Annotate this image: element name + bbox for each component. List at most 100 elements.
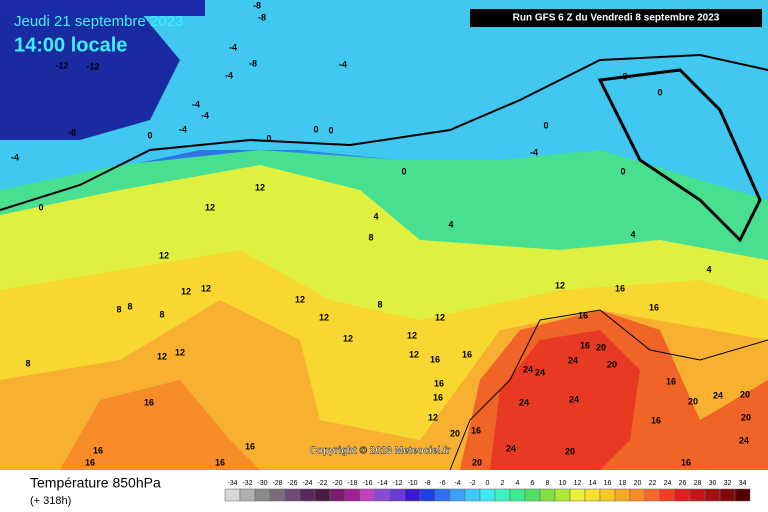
contour-label: 12 bbox=[181, 286, 191, 296]
scale-swatch bbox=[269, 488, 286, 502]
scale-swatch bbox=[494, 488, 511, 502]
scale-swatch bbox=[554, 488, 571, 502]
scale-swatch bbox=[314, 488, 331, 502]
contour-label: 24 bbox=[713, 390, 723, 400]
run-info: Run GFS 6 Z du Vendredi 8 septembre 2023 bbox=[513, 13, 720, 24]
scale-label: 6 bbox=[531, 480, 535, 487]
contour-label: -4 bbox=[179, 124, 187, 134]
scale-swatch bbox=[569, 488, 586, 502]
scale-label: -14 bbox=[377, 480, 387, 487]
contour-label: 12 bbox=[555, 280, 565, 290]
scale-label: -30 bbox=[257, 480, 267, 487]
contour-label: 12 bbox=[435, 312, 445, 322]
scale-swatch bbox=[719, 488, 736, 502]
contour-label: 16 bbox=[651, 415, 661, 425]
contour-label: 0 bbox=[657, 87, 662, 97]
contour-label: 16 bbox=[245, 441, 255, 451]
scale-label: -10 bbox=[407, 480, 417, 487]
contour-label: 20 bbox=[596, 342, 606, 352]
scale-swatch bbox=[464, 488, 481, 502]
scale-label: -34 bbox=[227, 480, 237, 487]
contour-label: -4 bbox=[339, 59, 347, 69]
scale-swatch bbox=[704, 488, 721, 502]
contour-label: 24 bbox=[739, 435, 749, 445]
contour-label: -4 bbox=[192, 99, 200, 109]
contour-label: -8 bbox=[68, 127, 76, 137]
contour-label: 20 bbox=[688, 396, 698, 406]
contour-label: 8 bbox=[377, 299, 382, 309]
contour-label: 12 bbox=[343, 333, 353, 343]
contour-label: 0 bbox=[38, 202, 43, 212]
scale-swatch bbox=[734, 488, 751, 502]
contour-label: 24 bbox=[506, 443, 516, 453]
scale-label: 4 bbox=[516, 480, 520, 487]
scale-swatch bbox=[239, 488, 256, 502]
run-box bbox=[470, 9, 762, 27]
contour-label: -12 bbox=[86, 61, 99, 71]
contour-label: 0 bbox=[147, 130, 152, 140]
scale-label: -2 bbox=[469, 480, 475, 487]
contour-label: 20 bbox=[607, 359, 617, 369]
scale-label: 28 bbox=[694, 480, 702, 487]
scale-swatch bbox=[614, 488, 631, 502]
scale-label: 2 bbox=[501, 480, 505, 487]
scale-swatch bbox=[419, 488, 436, 502]
contour-label: 0 bbox=[266, 133, 271, 143]
scale-swatch bbox=[299, 488, 316, 502]
contour-label: 12 bbox=[409, 349, 419, 359]
scale-swatch bbox=[659, 488, 676, 502]
contour-label: 12 bbox=[319, 312, 329, 322]
scale-label: 12 bbox=[574, 480, 582, 487]
scale-label: 14 bbox=[589, 480, 597, 487]
contour-label: 16 bbox=[430, 354, 440, 364]
contour-label: -4 bbox=[201, 110, 209, 120]
scale-label: 10 bbox=[559, 480, 567, 487]
contour-label: 0 bbox=[622, 71, 627, 81]
contour-label: 16 bbox=[649, 302, 659, 312]
contour-label: 24 bbox=[519, 397, 529, 407]
contour-label: -4 bbox=[229, 42, 237, 52]
contour-label: 16 bbox=[462, 349, 472, 359]
contour-label: 0 bbox=[328, 125, 333, 135]
contour-label: 16 bbox=[433, 392, 443, 402]
scale-swatch bbox=[689, 488, 706, 502]
scale-swatch bbox=[434, 488, 451, 502]
scale-label: 8 bbox=[546, 480, 550, 487]
contour-label: -12 bbox=[55, 60, 68, 70]
scale-label: -8 bbox=[424, 480, 430, 487]
scale-label: 32 bbox=[724, 480, 732, 487]
scale-label: -20 bbox=[332, 480, 342, 487]
contour-label: 12 bbox=[295, 294, 305, 304]
scale-label: 26 bbox=[679, 480, 687, 487]
map-field bbox=[0, 0, 768, 471]
scale-swatch bbox=[284, 488, 301, 502]
contour-label: 24 bbox=[523, 364, 533, 374]
scale-swatch bbox=[224, 488, 241, 502]
scale-label: -26 bbox=[287, 480, 297, 487]
color-scale: -34 -32 -30 -28 -26 -24 -22 -20 -18 -16 -14 -12 -10-… bbox=[224, 480, 751, 502]
scale-swatch bbox=[254, 488, 271, 502]
scale-swatch bbox=[674, 488, 691, 502]
scale-label: -4 bbox=[454, 480, 460, 487]
scale-label: 34 bbox=[739, 480, 747, 487]
contour-label: 16 bbox=[85, 457, 95, 467]
scale-label: 22 bbox=[649, 480, 657, 487]
contour-label: 16 bbox=[215, 457, 225, 467]
contour-label: 4 bbox=[630, 229, 635, 239]
scale-label: -24 bbox=[302, 480, 312, 487]
scale-swatch bbox=[329, 488, 346, 502]
scale-swatch bbox=[629, 488, 646, 502]
contour-label: 20 bbox=[472, 457, 482, 467]
date-box bbox=[0, 0, 205, 16]
scale-swatch bbox=[359, 488, 376, 502]
scale-label: -32 bbox=[242, 480, 252, 487]
contour-labels: -12 -12-8-8-4-8-4-8-40-4-4-400 0-400000-40… bbox=[11, 0, 751, 467]
contour-label: 12 bbox=[201, 283, 211, 293]
contour-label: 16 bbox=[578, 310, 588, 320]
contour-label: 12 bbox=[175, 347, 185, 357]
contour-label: 12 bbox=[157, 351, 167, 361]
scale-label: 30 bbox=[709, 480, 717, 487]
scale-label: -28 bbox=[272, 480, 282, 487]
contour-label: -8 bbox=[258, 12, 266, 22]
contour-label: 20 bbox=[740, 389, 750, 399]
